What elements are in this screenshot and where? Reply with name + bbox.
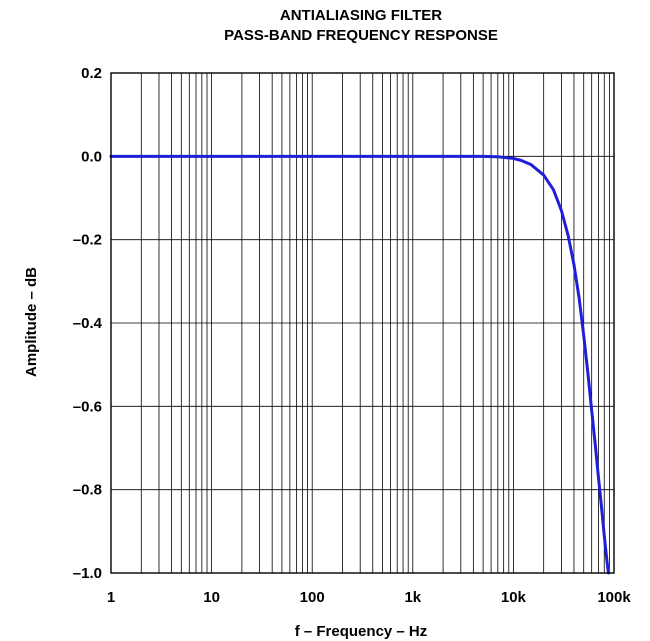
- y-tick-label: –0.8: [73, 482, 102, 499]
- grid: [110, 72, 614, 574]
- chart-title: ANTIALIASING FILTER: [280, 7, 442, 24]
- y-tick-label: –0.4: [73, 315, 103, 332]
- x-tick-label: 1k: [404, 589, 421, 606]
- plot-frame: [110, 72, 615, 574]
- chart-subtitle: PASS-BAND FREQUENCY RESPONSE: [224, 27, 498, 44]
- x-axis-ticks: 1 10 100 1k 10k 100k: [107, 589, 632, 606]
- x-tick-label: 10: [203, 589, 220, 606]
- y-tick-label: –1.0: [73, 565, 102, 582]
- x-tick-label: 10k: [501, 589, 527, 606]
- y-axis-title: Amplitude – dB: [23, 267, 40, 377]
- x-tick-label: 1: [107, 589, 115, 606]
- y-tick-label: –0.2: [73, 232, 102, 249]
- x-tick-label: 100k: [597, 589, 631, 606]
- y-tick-label: 0.0: [81, 148, 102, 165]
- x-tick-label: 100: [300, 589, 325, 606]
- series-line: [109, 154, 610, 575]
- series-layer: [109, 154, 610, 575]
- y-axis-ticks: 0.2 0.0 –0.2 –0.4 –0.6 –0.8 –1.0: [73, 65, 103, 582]
- y-tick-label: –0.6: [73, 398, 102, 415]
- y-tick-label: 0.2: [81, 65, 102, 82]
- x-axis-title: f – Frequency – Hz: [295, 623, 428, 640]
